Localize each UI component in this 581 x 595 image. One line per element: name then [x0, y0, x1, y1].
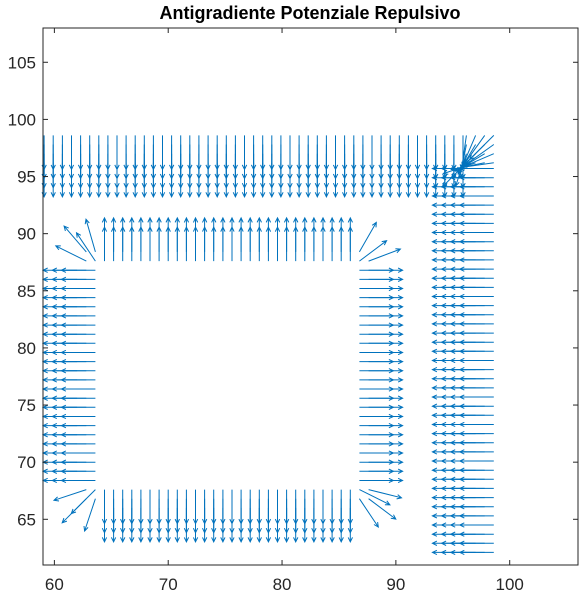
- y-tick-label: 75: [17, 396, 36, 415]
- y-tick-label: 70: [17, 453, 36, 472]
- y-tick-label: 80: [17, 339, 36, 358]
- x-tick-label: 80: [273, 575, 292, 594]
- y-tick-label: 90: [17, 225, 36, 244]
- y-tick-label: 65: [17, 510, 36, 529]
- y-tick-label: 105: [8, 53, 36, 72]
- y-tick-label: 100: [8, 110, 36, 129]
- x-tick-label: 90: [386, 575, 405, 594]
- x-tick-label: 100: [496, 575, 524, 594]
- x-tick-label: 70: [159, 575, 178, 594]
- y-tick-label: 85: [17, 282, 36, 301]
- chart-title: Antigradiente Potenziale Repulsivo: [159, 3, 460, 23]
- x-tick-label: 60: [45, 575, 64, 594]
- y-tick-label: 95: [17, 168, 36, 187]
